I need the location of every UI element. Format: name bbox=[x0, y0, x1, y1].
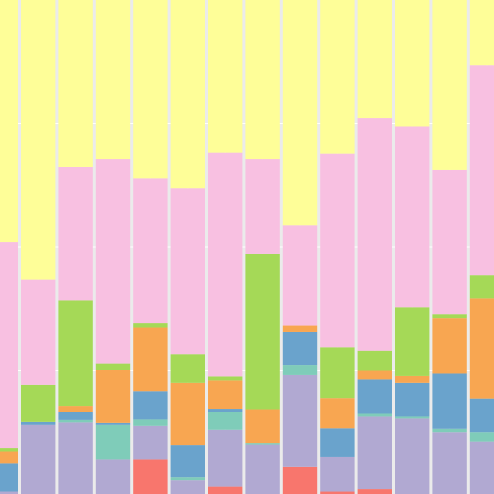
bar-segment-11-6 bbox=[357, 350, 392, 371]
bar-segment-2-8 bbox=[21, 0, 56, 280]
bar-segment-8-2 bbox=[245, 444, 280, 494]
bar-segment-1-7 bbox=[0, 242, 19, 449]
bar-segment-11-8 bbox=[357, 0, 392, 119]
bar-segment-6-2 bbox=[170, 480, 205, 494]
bar-segment-13-8 bbox=[432, 0, 467, 170]
bar-segment-1-6 bbox=[0, 448, 19, 452]
bar-segment-12-2 bbox=[395, 418, 430, 494]
bar-segment-5-8 bbox=[133, 0, 168, 179]
bar-segment-6-3 bbox=[170, 477, 205, 481]
bar-segment-1-5 bbox=[0, 451, 19, 464]
bar-segment-4-4 bbox=[95, 422, 131, 425]
bar-segment-5-6 bbox=[133, 323, 168, 328]
bar-segment-3-8 bbox=[58, 0, 93, 167]
bar-segment-3-4 bbox=[58, 411, 93, 420]
bar-segment-6-4 bbox=[170, 445, 205, 478]
bar-segment-9-1 bbox=[282, 466, 318, 494]
bar-segment-2-4 bbox=[21, 421, 56, 425]
bar-segment-9-8 bbox=[282, 0, 318, 226]
bar-segment-10-6 bbox=[320, 347, 355, 399]
bar-segment-14-3 bbox=[469, 432, 494, 442]
bar-segment-12-8 bbox=[395, 0, 430, 127]
bar-segment-11-2 bbox=[357, 416, 392, 490]
bar-segment-14-4 bbox=[469, 398, 494, 433]
bar-segment-7-2 bbox=[208, 429, 243, 487]
bar-segment-10-8 bbox=[320, 0, 355, 154]
bar-segment-4-5 bbox=[95, 370, 131, 423]
bar-segment-9-5 bbox=[282, 325, 318, 332]
bar-segment-4-2 bbox=[95, 459, 131, 494]
bar-segment-6-8 bbox=[170, 0, 205, 189]
bar-segment-10-1 bbox=[320, 491, 355, 494]
bar-segment-2-7 bbox=[21, 279, 56, 385]
bar-segment-11-1 bbox=[357, 489, 392, 494]
bar-segment-2-6 bbox=[21, 384, 56, 422]
bar-segment-5-4 bbox=[133, 391, 168, 420]
bar-segment-5-2 bbox=[133, 425, 168, 460]
bar-segment-3-7 bbox=[58, 166, 93, 301]
bar-segment-6-6 bbox=[170, 354, 205, 383]
bar-segment-10-4 bbox=[320, 428, 355, 457]
bar-segment-8-3 bbox=[245, 443, 280, 445]
bar-segment-1-4 bbox=[0, 463, 19, 492]
bar-segment-13-2 bbox=[432, 432, 467, 494]
bar-segment-9-3 bbox=[282, 365, 318, 375]
bar-segment-13-3 bbox=[432, 428, 467, 433]
bar-segment-8-8 bbox=[245, 0, 280, 160]
bar-segment-12-5 bbox=[395, 375, 430, 383]
bar-segment-12-3 bbox=[395, 416, 430, 419]
bar-segment-9-2 bbox=[282, 374, 318, 467]
bar-segment-10-5 bbox=[320, 398, 355, 429]
bar-segment-13-5 bbox=[432, 318, 467, 374]
bar-segment-2-2 bbox=[21, 424, 56, 494]
bar-segment-12-7 bbox=[395, 126, 430, 308]
bar-segment-14-2 bbox=[469, 441, 494, 494]
bar-segment-6-7 bbox=[170, 188, 205, 355]
bar-segment-11-7 bbox=[357, 118, 392, 351]
bar-segment-3-5 bbox=[58, 406, 93, 412]
bar-segment-10-2 bbox=[320, 456, 355, 492]
bar-segment-7-4 bbox=[208, 409, 243, 412]
bar-segment-11-3 bbox=[357, 413, 392, 417]
bar-segment-1-2 bbox=[0, 491, 19, 494]
bar-segment-7-7 bbox=[208, 152, 243, 377]
bar-segment-9-4 bbox=[282, 331, 318, 366]
bar-segment-4-8 bbox=[95, 0, 131, 160]
bar-segment-13-4 bbox=[432, 373, 467, 429]
bar-segment-6-5 bbox=[170, 382, 205, 446]
bar-segment-3-6 bbox=[58, 300, 93, 407]
bar-segment-11-4 bbox=[357, 379, 392, 414]
bar-segment-12-6 bbox=[395, 307, 430, 376]
bar-segment-8-6 bbox=[245, 253, 280, 410]
bar-segment-13-7 bbox=[432, 169, 467, 315]
bar-segment-1-8 bbox=[0, 0, 19, 243]
bar-segment-4-7 bbox=[95, 159, 131, 364]
bar-segment-7-8 bbox=[208, 0, 243, 153]
bar-segment-8-5 bbox=[245, 409, 280, 444]
bar-segment-5-3 bbox=[133, 419, 168, 426]
bar-segment-7-1 bbox=[208, 486, 243, 494]
bar-segment-5-7 bbox=[133, 178, 168, 324]
bar-segment-7-6 bbox=[208, 376, 243, 381]
bar-segment-10-7 bbox=[320, 153, 355, 348]
bar-segment-9-7 bbox=[282, 225, 318, 326]
bar-segment-3-3 bbox=[58, 419, 93, 423]
bar-segment-13-6 bbox=[432, 314, 467, 319]
bar-segment-14-5 bbox=[469, 298, 494, 399]
bar-segment-7-3 bbox=[208, 411, 243, 430]
bar-segment-5-1 bbox=[133, 459, 168, 494]
bar-segment-14-7 bbox=[469, 65, 494, 276]
bar-segment-4-3 bbox=[95, 424, 131, 460]
bar-segment-14-8 bbox=[469, 0, 494, 66]
bar-segment-11-5 bbox=[357, 370, 392, 380]
bar-segment-7-5 bbox=[208, 380, 243, 410]
bar-segment-12-4 bbox=[395, 382, 430, 417]
bar-segment-3-2 bbox=[58, 422, 93, 494]
bar-segment-14-6 bbox=[469, 275, 494, 299]
bar-segment-4-6 bbox=[95, 363, 131, 371]
bar-segment-8-7 bbox=[245, 159, 280, 254]
bar-segment-5-5 bbox=[133, 327, 168, 392]
